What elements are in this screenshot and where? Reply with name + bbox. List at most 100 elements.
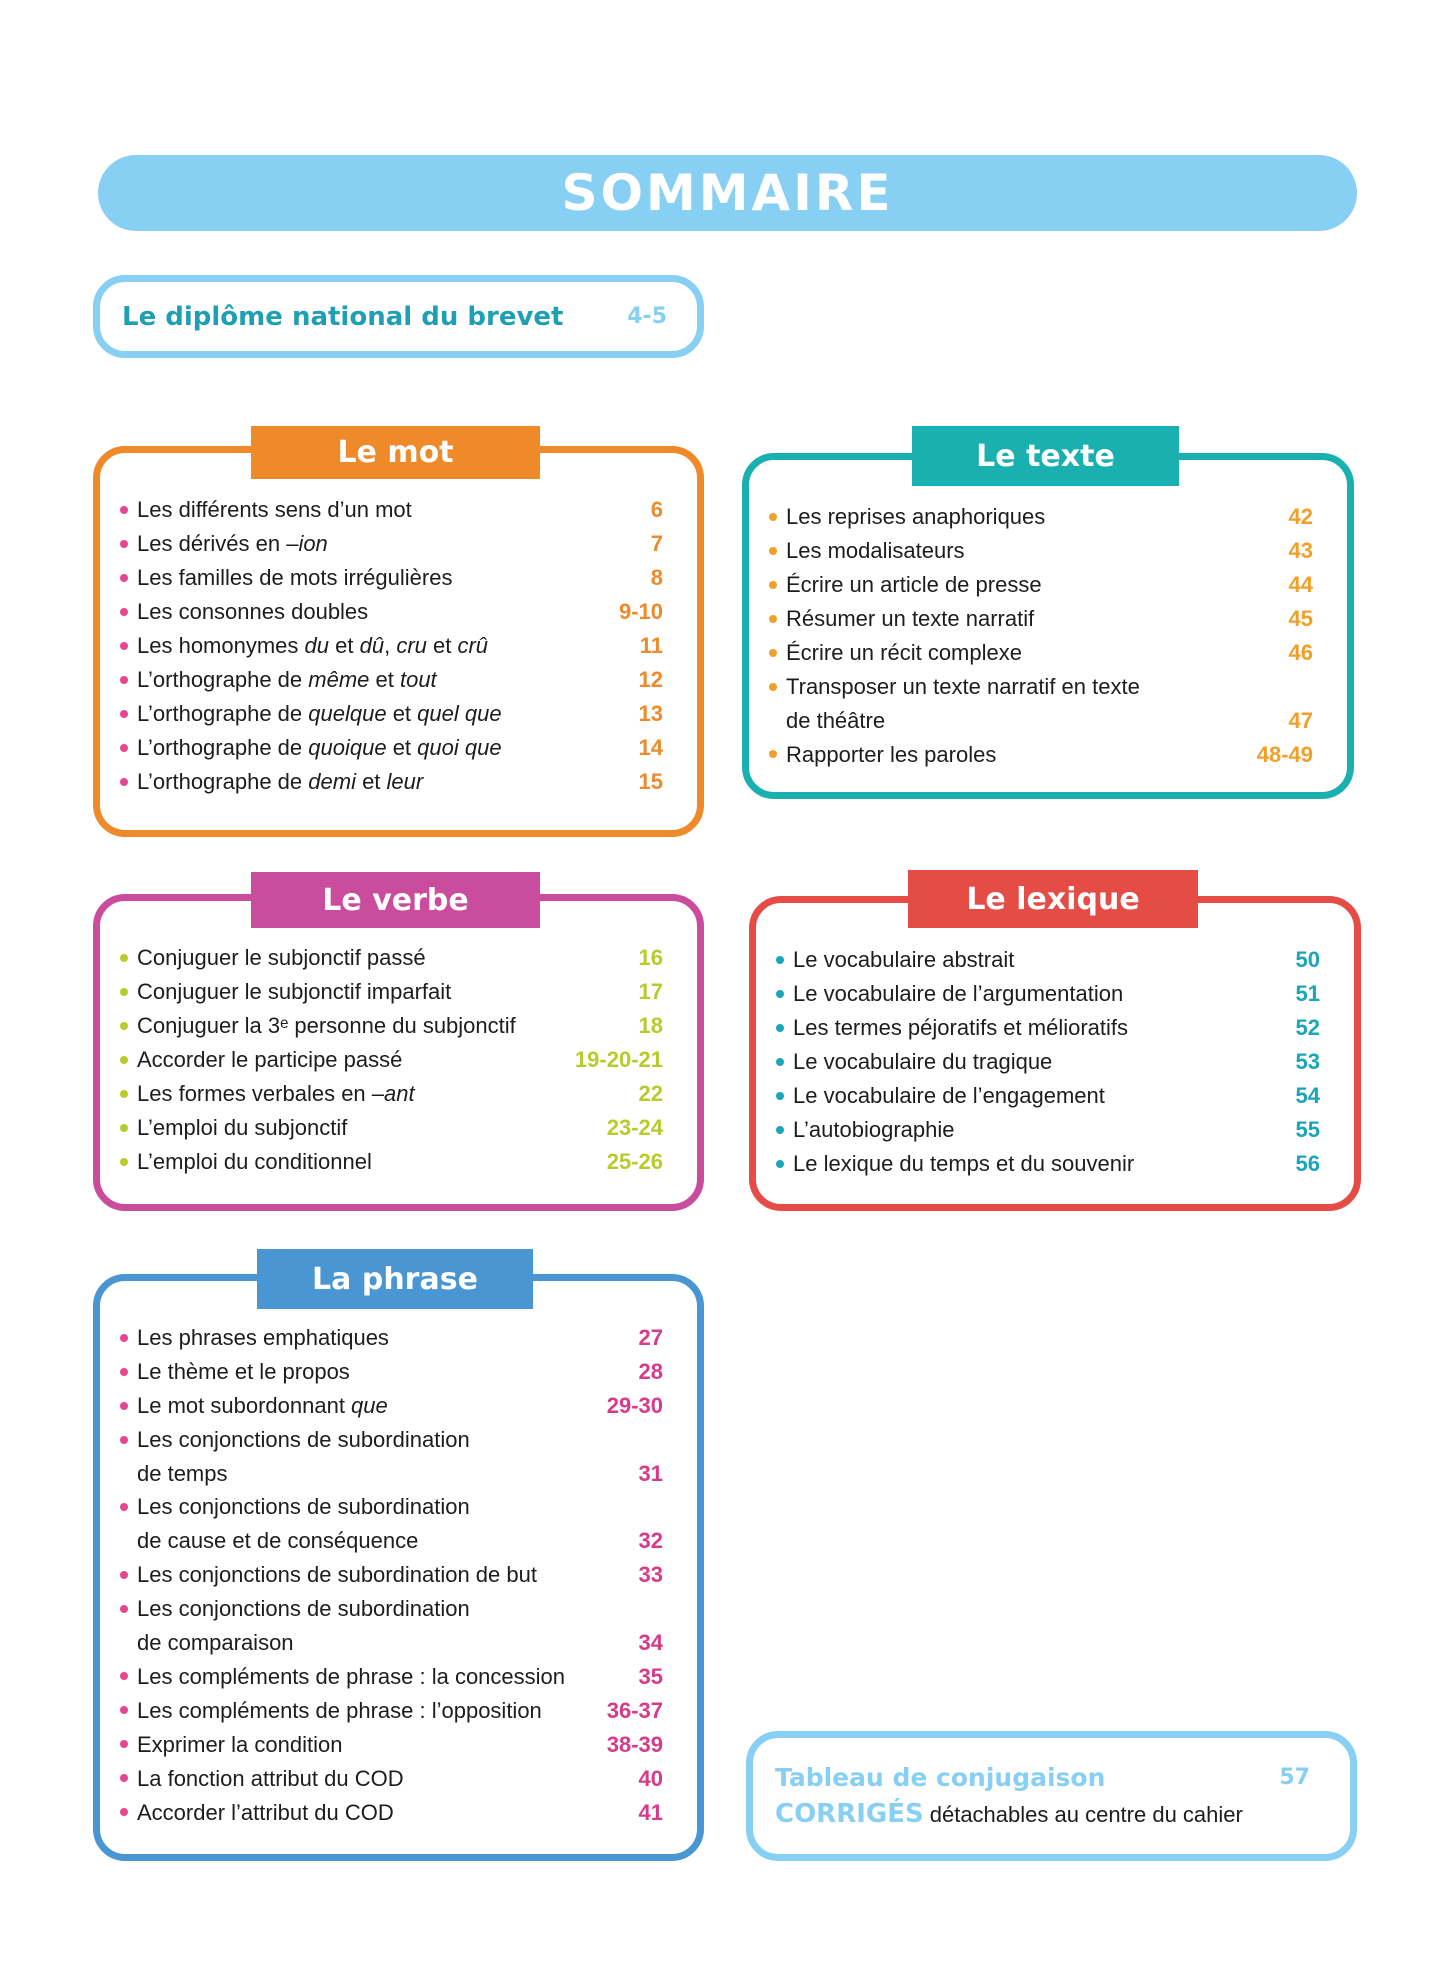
label-part: L’emploi du subjonctif [137, 1115, 348, 1141]
toc-item: L’emploi du subjonctif 23-24 [120, 1111, 663, 1145]
item-label: Accorder le participe passé [137, 1043, 575, 1077]
item-label: Le vocabulaire du tragique [793, 1045, 1260, 1079]
bullet [120, 778, 128, 786]
item-pages: 34 [638, 1629, 663, 1655]
item-pages: 19-20-21 [574, 1047, 663, 1073]
item-pages: 11 [639, 633, 663, 659]
toc-item: Conjuguer le subjonctif passé 16 [120, 941, 663, 975]
item-label: L’orthographe de quelque et quel que [137, 697, 603, 731]
bullet [769, 750, 777, 759]
toc-item: Le vocabulaire de l’argumentation 51 [776, 977, 1320, 1011]
label-part: Les homonymes [137, 633, 305, 659]
label-part: Les conjonctions de subordination de com… [137, 1595, 470, 1655]
item-label: Écrire un article de presse [786, 568, 1253, 602]
label-part: , [384, 633, 397, 659]
item-pages: 12 [638, 667, 663, 693]
bullet [120, 676, 128, 684]
toc-item: Les différents sens d’un mot 6 [120, 493, 663, 527]
label-part: crû [457, 633, 489, 659]
item-label: Les conjonctions de subordination de com… [137, 1592, 603, 1659]
item-pages: 52 [1295, 1015, 1320, 1041]
label-part: Les consonnes doubles [137, 599, 369, 625]
item-label: Les conjonctions de subordination de cau… [137, 1490, 603, 1557]
label-part: L’orthographe de [137, 667, 309, 693]
toc-item: Les conjonctions de subordination de tem… [120, 1423, 663, 1490]
toc-item: Transposer un texte narratif en texte de… [769, 670, 1313, 737]
bullet [120, 954, 128, 962]
label-part: Écrire un récit complexe [786, 640, 1022, 666]
label-part: L’orthographe de [137, 735, 309, 761]
bullet [776, 1024, 784, 1032]
item-pages: 32 [638, 1528, 663, 1554]
label-part: Les modalisateurs [786, 538, 965, 564]
label-part: quoique [308, 735, 387, 761]
bullet [120, 1604, 128, 1613]
label-part: et [355, 769, 387, 795]
bullet [776, 1126, 784, 1134]
bullet [120, 744, 128, 752]
label-part: Le vocabulaire de l’engagement [793, 1083, 1105, 1109]
toc-item: L’autobiographie 55 [776, 1113, 1320, 1147]
toc-item: L’emploi du conditionnel 25-26 [120, 1145, 663, 1179]
bullet [769, 683, 777, 691]
label-part: Le vocabulaire du tragique [793, 1049, 1053, 1075]
conjugation-label: Tableau de conjugaison [775, 1763, 1106, 1792]
item-pages: 31 [638, 1460, 663, 1486]
item-label: Conjuguer le subjonctif passé [137, 941, 603, 975]
toc-item: Les compléments de phrase : l’opposition… [120, 1693, 663, 1727]
item-pages: 53 [1295, 1049, 1320, 1075]
item-label: Les termes péjoratifs et mélioratifs [793, 1011, 1260, 1045]
item-label: Les conjonctions de subordination de tem… [137, 1423, 603, 1490]
toc-item: Conjuguer le subjonctif imparfait 17 [120, 975, 663, 1009]
label-part: et [386, 735, 418, 761]
item-pages: 46 [1288, 640, 1313, 666]
label-part: L’orthographe de [137, 701, 309, 727]
label-part: quel que [417, 701, 502, 727]
label-part: quelque [308, 701, 387, 727]
toc-item: Le vocabulaire abstrait 50 [776, 943, 1320, 977]
bullet [776, 990, 784, 998]
item-label: Le vocabulaire abstrait [793, 943, 1260, 977]
label-part: du [304, 633, 330, 659]
item-pages: 28 [638, 1359, 663, 1385]
label-part: Résumer un texte narratif [786, 606, 1035, 632]
item-label: Le thème et le propos [137, 1355, 603, 1389]
item-pages: 33 [638, 1562, 663, 1588]
toc-item: L’orthographe de même et tout 12 [120, 663, 663, 697]
toc-item: Les conjonctions de subordination de com… [120, 1592, 663, 1659]
item-pages: 41 [638, 1799, 663, 1825]
label-part: Rapporter les paroles [786, 741, 997, 767]
item-label: Transposer un texte narratif en texte de… [786, 670, 1253, 737]
intro-label: Le diplôme national du brevet [122, 301, 564, 332]
item-label: L’orthographe de même et tout [137, 663, 603, 697]
bullet [120, 574, 128, 582]
section-box: Conjuguer le subjonctif passé 16 Conjuguer… [93, 894, 704, 1211]
label-part: même [308, 667, 370, 693]
label-part: Les compléments de phrase : la concessio… [137, 1663, 566, 1689]
label-part: Les compléments de phrase : l’opposition [137, 1697, 542, 1723]
item-label: Les différents sens d’un mot [137, 493, 603, 527]
item-label: Les compléments de phrase : l’opposition [137, 1694, 603, 1728]
bullet [120, 988, 128, 996]
label-part: Les phrases emphatiques [137, 1325, 389, 1351]
toc-item: Exprimer la condition 38-39 [120, 1727, 663, 1761]
bullet [769, 581, 777, 589]
bullet [120, 506, 128, 514]
label-part: Les conjonctions de subordination de tem… [137, 1427, 470, 1486]
bullet [120, 1056, 128, 1064]
item-pages: 6 [650, 497, 663, 523]
item-label: L’orthographe de demi et leur [137, 765, 603, 799]
toc-item: Résumer un texte narratif 45 [769, 602, 1313, 636]
bullet [120, 1124, 128, 1132]
item-label: L’autobiographie [793, 1113, 1260, 1147]
label-part: L’orthographe de [137, 769, 309, 795]
label-part: demi [308, 769, 356, 795]
bullet [120, 1503, 128, 1512]
toc-item: Écrire un récit complexe 46 [769, 636, 1313, 670]
label-part: Écrire un article de presse [786, 572, 1042, 598]
toc-item: Les conjonctions de subordination de cau… [120, 1490, 663, 1557]
toc-item: L’orthographe de quoique et quoi que 14 [120, 731, 663, 765]
label-part: Les formes verbales en – [137, 1081, 385, 1107]
bullet [769, 547, 777, 555]
